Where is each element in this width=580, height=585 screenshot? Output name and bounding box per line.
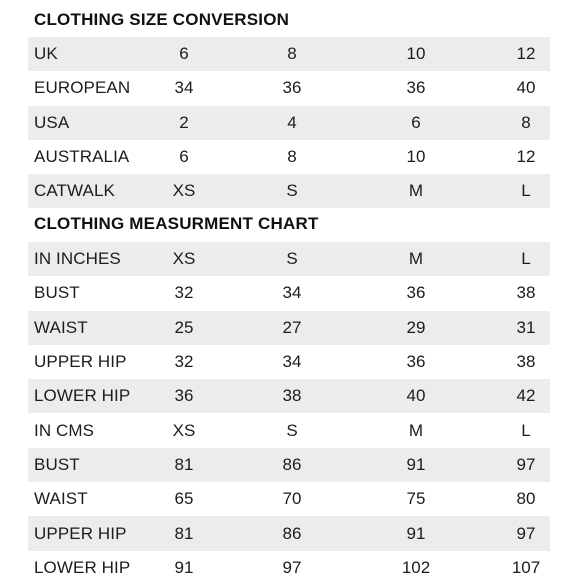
table-cell: 80	[516, 489, 536, 509]
table-cell: 91	[406, 523, 426, 543]
table-cell: 97	[516, 523, 536, 543]
table-cell: 25	[174, 317, 194, 337]
table-cell: 38	[282, 386, 302, 406]
row-label: WAIST	[34, 317, 88, 337]
table-cell: 36	[174, 386, 194, 406]
table-cell: 31	[516, 317, 536, 337]
table-cell: 6	[411, 112, 421, 132]
table-cell: XS	[172, 181, 196, 201]
table-cell: 6	[179, 147, 189, 167]
table-cell: 32	[174, 352, 194, 372]
table-row-australia: AUSTRALIA 6 8 10 12	[28, 140, 550, 174]
table-cell: 10	[406, 44, 426, 64]
row-label: WAIST	[34, 489, 88, 509]
table-cell: XS	[172, 249, 196, 269]
table-cell: 6	[179, 44, 189, 64]
table-cell: 38	[516, 283, 536, 303]
table-cell: 8	[521, 112, 531, 132]
table-cell: 107	[511, 557, 541, 577]
table-cell: 86	[282, 454, 302, 474]
row-label: UPPER HIP	[34, 352, 127, 372]
table-cell: 70	[282, 489, 302, 509]
table-cell: 8	[287, 44, 297, 64]
table-cell: 97	[282, 557, 302, 577]
row-label: UPPER HIP	[34, 523, 127, 543]
row-label: CATWALK	[34, 181, 115, 201]
row-label: USA	[34, 112, 70, 132]
table-cell: 38	[516, 352, 536, 372]
table-row-lower-hip-cms: LOWER HIP 91 97 102 107	[28, 551, 550, 585]
table-cell: 2	[179, 112, 189, 132]
table-cell: 8	[287, 147, 297, 167]
row-label: UK	[34, 44, 58, 64]
table-cell: S	[286, 181, 298, 201]
table-cell: 81	[174, 454, 194, 474]
table-row-waist-inches: WAIST 25 27 29 31	[28, 310, 550, 345]
table-cell: S	[286, 420, 298, 440]
measurement-chart-table: IN INCHES XS S M L BUST 32 34 36 38 WAIS…	[28, 242, 550, 585]
table-cell: 36	[282, 78, 302, 98]
table-row-upper-hip-cms: UPPER HIP 81 86 91 97	[28, 516, 550, 551]
row-label: AUSTRALIA	[34, 147, 130, 167]
table-cell: 27	[282, 317, 302, 337]
table-cell: 65	[174, 489, 194, 509]
row-label: BUST	[34, 283, 80, 303]
table-cell: M	[408, 420, 424, 440]
table-cell: 40	[406, 386, 426, 406]
table-cell: 91	[174, 557, 194, 577]
table-row-uk: UK 6 8 10 12	[28, 37, 550, 72]
table-cell: 34	[282, 352, 302, 372]
table-cell: 42	[516, 386, 536, 406]
table-cell: 97	[516, 454, 536, 474]
table-cell: 12	[516, 44, 536, 64]
row-label: LOWER HIP	[34, 557, 131, 577]
table-cell: M	[408, 249, 424, 269]
row-label: BUST	[34, 454, 80, 474]
row-label: IN CMS	[34, 420, 95, 440]
table-cell: 102	[401, 557, 431, 577]
table-cell: 81	[174, 523, 194, 543]
table-cell: 36	[406, 78, 426, 98]
table-cell: 36	[406, 283, 426, 303]
table-row-bust-inches: BUST 32 34 36 38	[28, 276, 550, 310]
table-row-upper-hip-inches: UPPER HIP 32 34 36 38	[28, 345, 550, 379]
size-conversion-title: CLOTHING SIZE CONVERSION	[34, 10, 290, 29]
table-cell: L	[521, 181, 531, 201]
table-cell: 32	[174, 283, 194, 303]
table-cell: 36	[406, 352, 426, 372]
row-label: LOWER HIP	[34, 386, 131, 406]
table-cell: 86	[282, 523, 302, 543]
table-cell: S	[286, 249, 298, 269]
table-row-usa: USA 2 4 6 8	[28, 105, 550, 140]
row-label: IN INCHES	[34, 249, 121, 269]
table-row-lower-hip-inches: LOWER HIP 36 38 40 42	[28, 379, 550, 414]
table-cell: L	[521, 249, 531, 269]
table-cell: 29	[406, 317, 426, 337]
table-row-in-inches: IN INCHES XS S M L	[28, 242, 550, 277]
table-cell: XS	[172, 420, 196, 440]
table-cell: 34	[282, 283, 302, 303]
row-label: EUROPEAN	[34, 78, 131, 98]
table-cell: 34	[174, 78, 194, 98]
table-row-catwalk: CATWALK XS S M L	[28, 174, 550, 209]
table-row-european: EUROPEAN 34 36 36 40	[28, 71, 550, 105]
table-cell: 12	[516, 147, 536, 167]
table-cell: 75	[406, 489, 426, 509]
table-cell: 91	[406, 454, 426, 474]
table-row-waist-cms: WAIST 65 70 75 80	[28, 482, 550, 516]
table-cell: 4	[287, 112, 297, 132]
table-row-in-cms: IN CMS XS S M L	[28, 413, 550, 447]
table-row-bust-cms: BUST 81 86 91 97	[28, 447, 550, 483]
table-cell: L	[521, 420, 531, 440]
size-conversion-table: UK 6 8 10 12 EUROPEAN 34 36 36 40 USA 2 …	[28, 37, 550, 209]
table-cell: M	[408, 181, 424, 201]
table-cell: 40	[516, 78, 536, 98]
measurement-chart-title: CLOTHING MEASURMENT CHART	[34, 214, 319, 233]
table-cell: 10	[406, 147, 426, 167]
